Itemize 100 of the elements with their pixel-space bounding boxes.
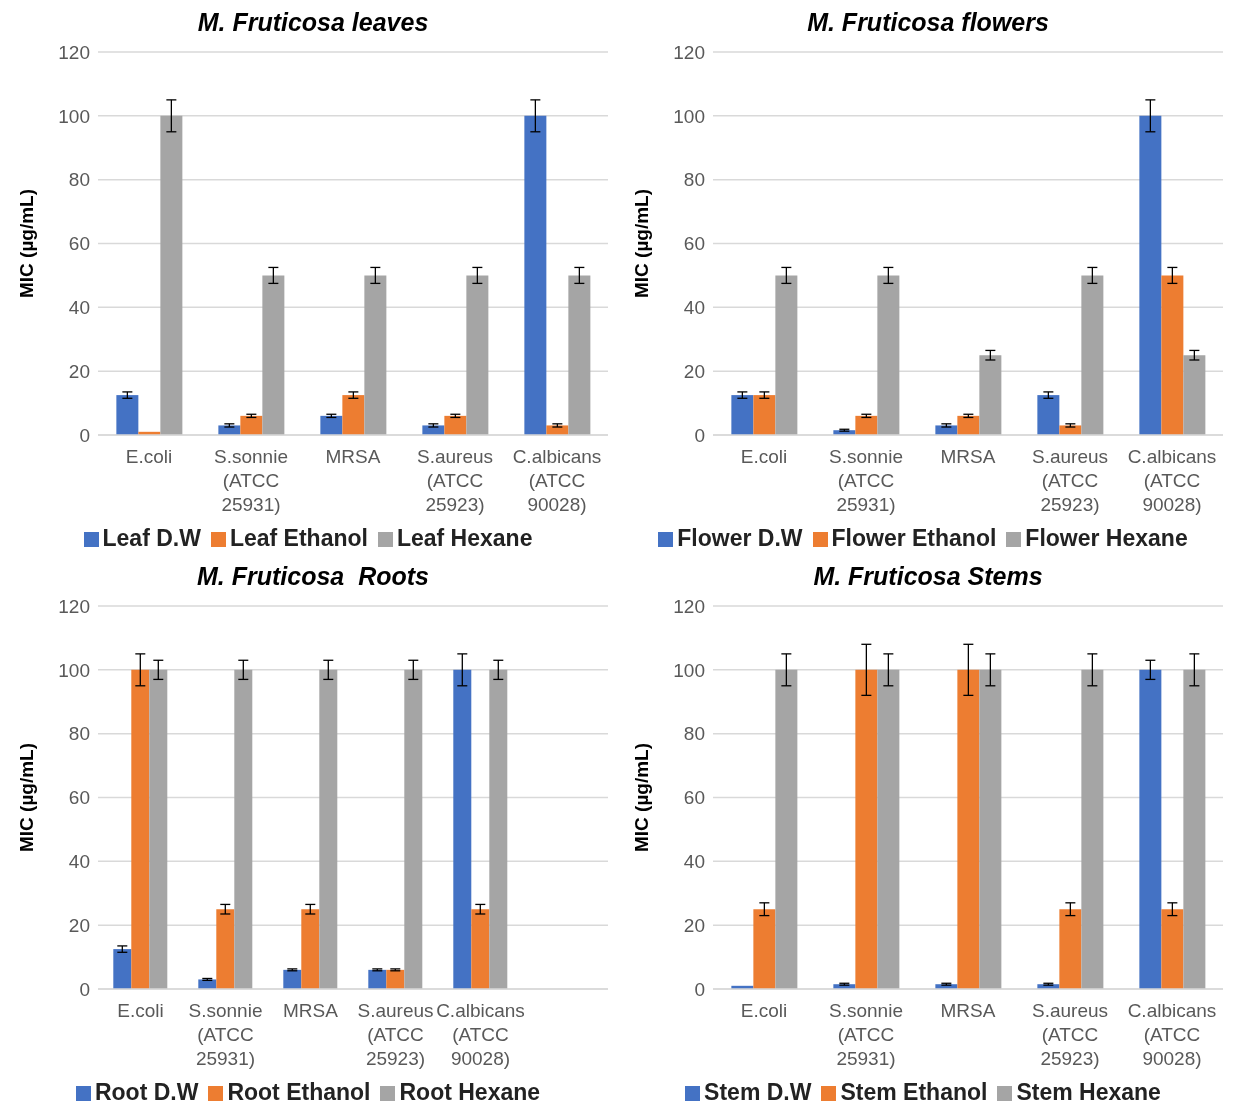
y-tick-label: 120 [58,41,90,63]
legend-label: Stem Hexane [1016,1079,1161,1105]
y-tick-label: 20 [68,360,90,382]
bar [731,395,754,435]
y-tick-label: 100 [673,105,705,127]
x-tick-label: C.albicans (ATCC 90028) [1127,446,1217,515]
bar [957,669,980,989]
legend-label: Root D.W [94,1079,199,1105]
y-tick-label: 40 [683,851,705,873]
bar [160,115,183,435]
x-tick-label: C.albicans (ATCC 90028) [512,446,602,515]
bar [113,949,132,989]
y-tick-label: 80 [683,169,705,191]
bar [1059,909,1082,989]
bar [855,415,878,435]
legend-label: Stem D.W [704,1079,812,1105]
bar [319,669,338,989]
x-tick-label: E.coli [125,446,173,467]
bar [453,669,472,989]
bar [283,969,302,989]
bar [1161,275,1184,435]
chart-title: M. Fruticosa leaves [196,8,430,38]
legend-label: Flower D.W [677,525,803,551]
bar [234,669,253,989]
bar [1139,669,1162,989]
x-tick-label: S.sonnie (ATCC 25931) [829,446,903,515]
bar [489,669,508,989]
x-tick-label: S.sonnie (ATCC 25931) [188,1000,263,1069]
y-tick-label: 100 [58,105,90,127]
y-tick-label: 20 [683,914,705,936]
bar [877,669,900,989]
y-tick-label: 0 [79,424,90,446]
bar [1037,395,1060,435]
y-tick-label: 120 [673,595,705,617]
y-tick-label: 0 [694,424,705,446]
bar [240,415,263,435]
legend-label: Stem Ethanol [840,1079,988,1105]
x-tick-label: S.sonnie (ATCC 25931) [829,1000,903,1069]
y-axis-title: MIC (µg/mL) [15,742,37,853]
bar [753,909,776,989]
bar [116,395,139,435]
x-tick-label: S.aureus (ATCC 25923) [416,446,494,515]
bar [1183,669,1206,989]
y-tick-label: 100 [58,659,90,681]
y-tick-label: 40 [683,297,705,319]
x-tick-label: E.coli [117,1000,164,1021]
y-tick-label: 120 [673,41,705,63]
bar [198,979,217,989]
x-tick-label: S.aureus (ATCC 25923) [1031,1000,1109,1069]
x-tick-label: C.albicans (ATCC 90028) [436,1000,525,1069]
y-tick-label: 60 [68,787,90,809]
y-tick-label: 80 [68,169,90,191]
y-tick-label: 60 [683,787,705,809]
x-tick-label: E.coli [740,446,788,467]
y-tick-label: 80 [683,723,705,745]
y-tick-label: 0 [694,978,705,1000]
y-tick-label: 40 [68,297,90,319]
bar [1139,115,1162,435]
y-axis-title: MIC (µg/mL) [630,188,652,299]
y-axis-title: MIC (µg/mL) [15,188,37,299]
bar [1081,275,1104,435]
chart-title: M. Fruticosa Roots [196,562,430,592]
x-tick-label: MRSA [283,1000,339,1021]
bar [320,415,343,435]
bar [404,669,423,989]
legend-label: Leaf Ethanol [229,525,368,551]
bar [1081,669,1104,989]
bar [471,909,490,989]
y-tick-label: 40 [68,851,90,873]
bar [877,275,900,435]
x-tick-label: MRSA [325,446,381,467]
bar [342,395,365,435]
bar [1183,355,1206,435]
legend-label: Flower Hexane [1025,525,1188,551]
legend-label: Flower Ethanol [831,525,997,551]
y-axis-title: MIC (µg/mL) [630,742,652,853]
bar [524,115,547,435]
bar [1161,909,1184,989]
y-tick-label: 100 [673,659,705,681]
bar [301,909,320,989]
y-tick-label: 20 [683,360,705,382]
legend-label: Root Hexane [399,1079,541,1105]
x-tick-label: S.aureus (ATCC 25923) [357,1000,434,1069]
bar [364,275,387,435]
y-tick-label: 0 [79,978,90,1000]
x-tick-label: MRSA [940,1000,996,1021]
bar [466,275,489,435]
chart-title: M. Fruticosa Stems [812,562,1044,592]
y-tick-label: 80 [68,723,90,745]
bar [262,275,285,435]
y-tick-label: 120 [58,595,90,617]
x-tick-label: E.coli [740,1000,788,1021]
bar [979,669,1002,989]
bar [216,909,235,989]
y-tick-label: 60 [68,233,90,255]
x-tick-label: MRSA [940,446,996,467]
legend-label: Root Ethanol [227,1079,371,1105]
y-tick-label: 60 [683,233,705,255]
bar [149,669,168,989]
bar [979,355,1002,435]
